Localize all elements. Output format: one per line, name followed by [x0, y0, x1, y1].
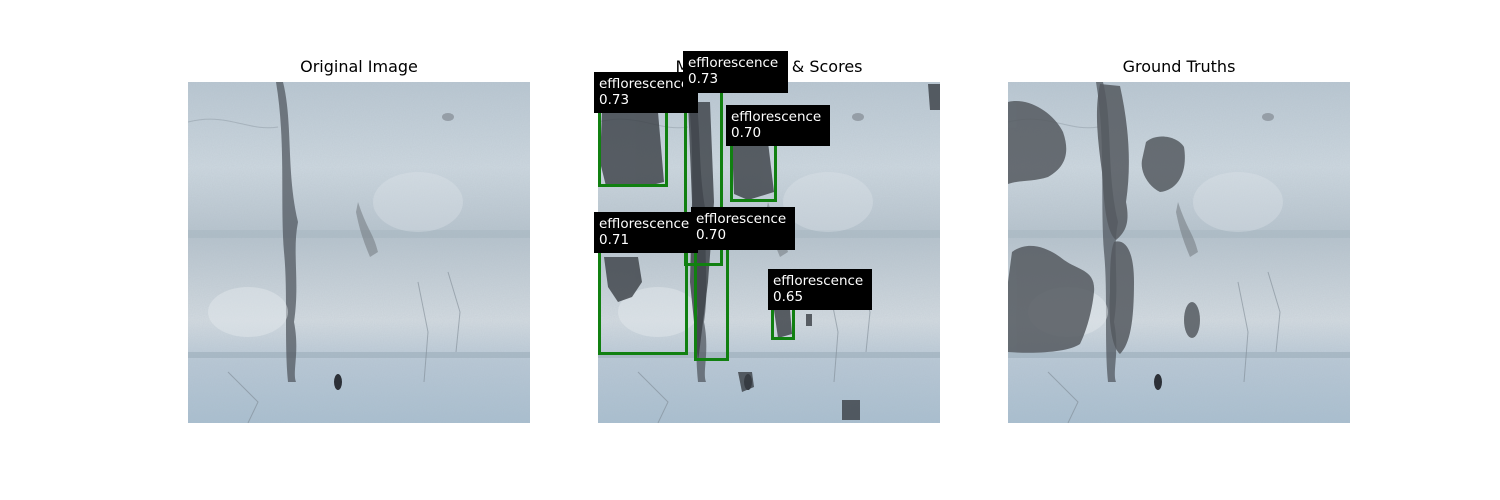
detection-score: 0.65	[773, 289, 804, 305]
detection-class: efflorescence	[599, 216, 690, 232]
detection-class: efflorescence	[731, 109, 822, 125]
detection-label-4: efflorescence 0.71	[594, 212, 698, 253]
detection-label-2: efflorescence 0.73	[683, 51, 788, 93]
detection-label-6: efflorescence 0.65	[768, 269, 872, 310]
detection-score: 0.71	[599, 232, 630, 248]
detection-class: efflorescence	[696, 211, 787, 227]
detection-label-1: efflorescence 0.73	[594, 72, 698, 113]
detection-label-5: efflorescence 0.70	[691, 207, 795, 250]
detection-score: 0.70	[731, 125, 762, 141]
detection-score: 0.70	[696, 227, 727, 243]
panel-title-original: Original Image	[300, 57, 418, 76]
ground-truth-image	[1008, 82, 1350, 423]
detection-class: efflorescence	[688, 55, 779, 71]
detection-score: 0.73	[599, 92, 630, 108]
detection-score: 0.73	[688, 71, 719, 87]
detection-class: efflorescence	[599, 76, 690, 92]
detection-class: efflorescence	[773, 273, 864, 289]
detection-label-3: efflorescence 0.70	[726, 105, 830, 146]
panel-title-ground-truths: Ground Truths	[1122, 57, 1236, 76]
original-image	[188, 82, 530, 423]
